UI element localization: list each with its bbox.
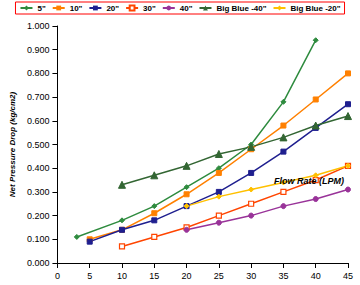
svg-text:20": 20" — [106, 4, 119, 13]
svg-text:Big Blue -40": Big Blue -40" — [216, 4, 266, 13]
svg-text:Big Blue -20": Big Blue -20" — [291, 4, 341, 13]
svg-text:0.700: 0.700 — [27, 92, 50, 102]
svg-text:0.000: 0.000 — [27, 258, 50, 268]
svg-text:10: 10 — [117, 271, 127, 281]
svg-text:1.000: 1.000 — [27, 21, 50, 31]
svg-text:5": 5" — [37, 4, 45, 13]
svg-text:20: 20 — [182, 271, 192, 281]
svg-text:0.600: 0.600 — [27, 116, 50, 126]
svg-text:0.100: 0.100 — [27, 234, 50, 244]
svg-text:5: 5 — [87, 271, 92, 281]
svg-text:0.500: 0.500 — [27, 140, 50, 150]
svg-text:Flow Rate (LPM): Flow Rate (LPM) — [274, 176, 344, 186]
svg-text:40: 40 — [311, 271, 321, 281]
svg-text:10": 10" — [70, 4, 83, 13]
svg-text:0.400: 0.400 — [27, 163, 50, 173]
svg-text:45: 45 — [343, 271, 353, 281]
svg-text:0.800: 0.800 — [27, 68, 50, 78]
svg-text:0.200: 0.200 — [27, 211, 50, 221]
svg-text:0: 0 — [55, 271, 60, 281]
svg-text:0.900: 0.900 — [27, 45, 50, 55]
svg-text:25: 25 — [214, 271, 224, 281]
svg-text:40": 40" — [180, 4, 193, 13]
svg-text:30": 30" — [143, 4, 156, 13]
svg-text:Net Pressure Drop (kg/cm2): Net Pressure Drop (kg/cm2) — [8, 91, 17, 197]
svg-text:0.300: 0.300 — [27, 187, 50, 197]
svg-text:15: 15 — [149, 271, 159, 281]
svg-text:35: 35 — [278, 271, 288, 281]
svg-text:30: 30 — [246, 271, 256, 281]
